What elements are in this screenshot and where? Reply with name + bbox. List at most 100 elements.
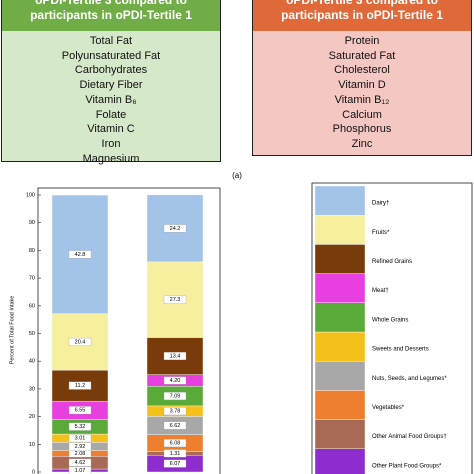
y-tick-label: 90	[29, 220, 35, 226]
panel-left: oPDI-Tertile 3 compared to participants i…	[1, 0, 221, 165]
label-box	[68, 337, 92, 346]
legend-label: Fruits*	[372, 230, 390, 236]
legend-swatch	[314, 390, 366, 420]
item: Polyunsaturated Fat	[61, 49, 161, 62]
y-tick-label: 80	[29, 248, 35, 254]
item: Vitamin B₆	[85, 93, 137, 106]
data-label: 20.4	[75, 339, 86, 345]
label-box	[163, 449, 187, 458]
item: Total Fat	[89, 35, 133, 47]
data-label: 5.32	[75, 424, 86, 430]
item: Vitamin C	[87, 123, 135, 136]
y-tick-label: 100	[26, 192, 35, 198]
data-label: 2.08	[75, 451, 86, 457]
label-box	[163, 352, 187, 361]
legend-swatch	[314, 273, 366, 304]
item: Saturated Fat	[328, 49, 396, 62]
y-axis-label: Percent of Total Food Intake	[9, 296, 15, 365]
item: Vitamin D	[338, 79, 386, 92]
data-label: 6.62	[170, 423, 181, 429]
legend-label: Other Plant Food Groups*	[372, 463, 442, 469]
label-box	[68, 406, 92, 415]
panel-items: Protein Saturated Fat Cholesterol Vitamin D…	[253, 34, 471, 152]
item: Phosphorus	[332, 123, 392, 136]
label-box	[68, 381, 92, 390]
item: Zinc	[351, 137, 373, 150]
y-tick-label: 20	[29, 414, 35, 420]
data-label: 27.3	[170, 297, 181, 303]
legend-label: Nuts, Seeds, and Legumes*	[372, 376, 447, 382]
label-box	[68, 422, 92, 431]
legend-frame	[311, 182, 473, 474]
data-label: 11.2	[75, 383, 85, 389]
item: Cholesterol	[334, 64, 390, 77]
label-box	[163, 224, 187, 233]
data-label: 42.8	[75, 252, 86, 258]
label-box	[163, 421, 187, 430]
legend-label: Sweets and Desserts	[372, 347, 429, 353]
label-box	[68, 458, 92, 467]
legend-swatch	[314, 361, 366, 391]
item: Folate	[95, 108, 127, 121]
legend-label: Other Animal Food Groups†	[372, 434, 447, 440]
legend-label: Vegetables*	[372, 405, 405, 411]
label-box	[68, 250, 92, 259]
caption: (a)	[232, 171, 242, 180]
legend-swatch	[314, 419, 366, 450]
data-label: 6.55	[75, 408, 86, 414]
label-box	[163, 459, 187, 468]
data-label: 1.31	[170, 451, 181, 457]
label-box	[163, 295, 187, 304]
legend-swatch	[314, 185, 366, 216]
panel-header: oPDI-Tertile 3 compared to participants i…	[2, 0, 220, 31]
y-tick-label: 40	[29, 359, 35, 365]
label-box	[163, 392, 187, 401]
data-label: 24.2	[170, 226, 181, 232]
y-tick-label: 60	[29, 303, 35, 309]
header-line: oPDI-Tertile 3 compared to	[35, 0, 187, 7]
item: Dietary Fiber	[79, 79, 143, 92]
data-label: 4.20	[170, 378, 181, 384]
legend-swatch	[314, 244, 366, 274]
y-tick-label: 70	[29, 276, 35, 282]
y-tick-label: 50	[29, 331, 35, 337]
legend-label: Whole Grains	[372, 317, 408, 323]
item: Iron	[101, 137, 121, 150]
data-label: 1.07	[75, 468, 86, 474]
legend-label: Dairy†	[372, 201, 389, 207]
header-line: participants in oPDI-Tertile 1	[30, 8, 192, 22]
item: Calcium	[342, 108, 382, 121]
legend-swatch	[314, 302, 366, 333]
label-box	[68, 466, 92, 474]
legend-label: Meat†	[372, 288, 389, 294]
plot-frame	[37, 187, 221, 474]
legend-label: Refined Grains	[372, 259, 412, 265]
item: Protein	[344, 35, 380, 47]
panel-header: oPDI-Tertile 3 compared to participants i…	[253, 0, 471, 31]
data-label: 4.62	[75, 460, 86, 466]
item: Magnesium	[82, 152, 140, 165]
item: Vitamin B₁₂	[334, 93, 390, 106]
legend-swatch	[314, 214, 366, 245]
label-box	[68, 434, 92, 443]
label-box	[163, 439, 187, 448]
data-label: 13.4	[170, 354, 181, 360]
data-label: 2.92	[75, 444, 86, 450]
label-box	[163, 407, 187, 416]
header-line: participants in oPDI-Tertile 1	[281, 8, 443, 22]
legend-swatch	[314, 331, 366, 362]
data-label: 7.09	[170, 394, 181, 400]
data-label: 3.01	[75, 436, 86, 442]
label-box	[163, 376, 187, 385]
data-label: 6.07	[170, 461, 181, 467]
panel-items: Total Fat Polyunsaturated Fat Carbohydrate…	[2, 34, 220, 166]
y-tick-label: 0	[32, 469, 35, 474]
data-label: 6.08	[170, 441, 181, 447]
item: Carbohydrates	[74, 64, 148, 77]
y-tick-label: 30	[29, 386, 35, 392]
header-line: oPDI-Tertile 3 compared to	[286, 0, 438, 7]
data-label: 3.78	[170, 409, 181, 415]
legend-swatch	[314, 448, 366, 474]
